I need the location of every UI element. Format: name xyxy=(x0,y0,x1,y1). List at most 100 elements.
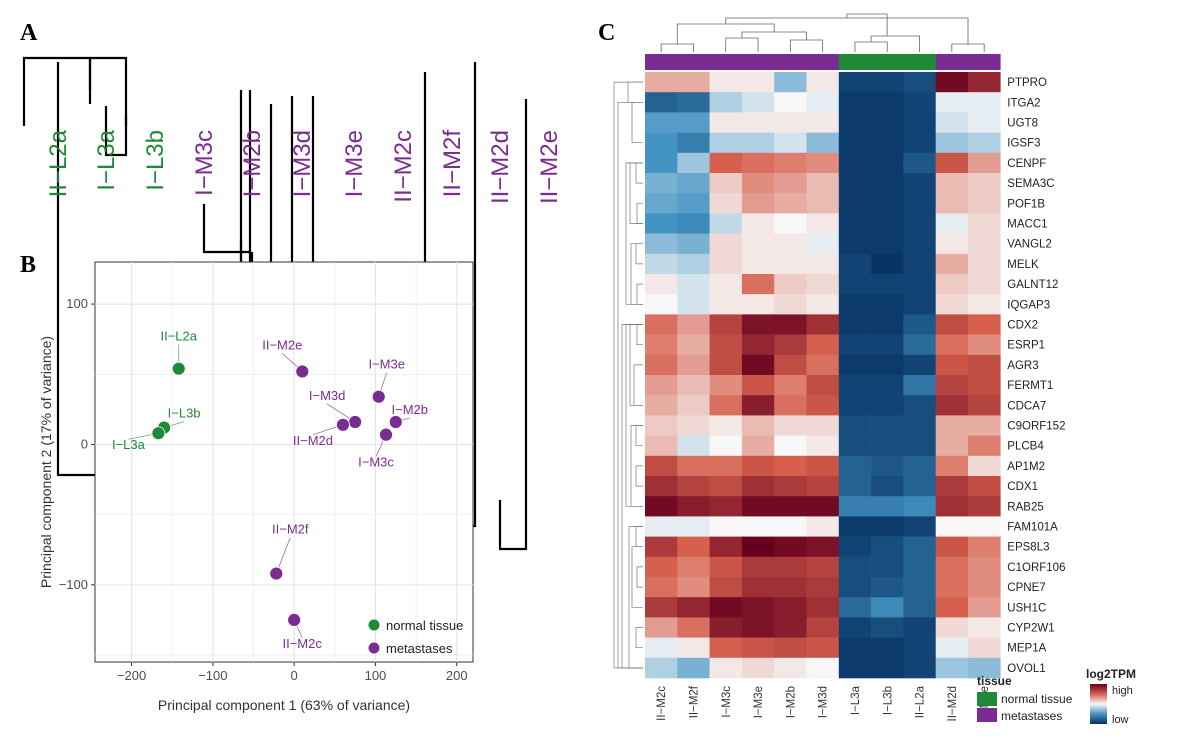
heatmap-cell xyxy=(774,233,807,255)
heatmap-cell xyxy=(935,395,969,416)
heatmap-cell xyxy=(709,415,743,436)
dendrogram-a-leaf-label: I−M3c xyxy=(191,130,218,196)
heatmap-cell xyxy=(709,132,743,154)
heatmap-cell xyxy=(645,597,678,618)
heatmap-cell xyxy=(709,496,743,517)
heatmap-cell xyxy=(935,173,969,194)
heatmap-annotation-cell xyxy=(806,54,840,70)
heatmap-cell xyxy=(871,435,904,457)
heatmap-cell xyxy=(774,435,807,457)
heatmap-cell xyxy=(774,516,807,537)
heatmap-cell xyxy=(806,253,840,275)
heatmap-cell xyxy=(968,637,1001,659)
heatmap-cell xyxy=(677,72,710,93)
heatmap-cell xyxy=(838,72,872,93)
heatmap-cell xyxy=(645,415,678,436)
heatmap-cell xyxy=(968,435,1001,457)
heatmap-cell xyxy=(806,435,840,457)
pca-point-label: II−M2c xyxy=(282,636,322,651)
heatmap-cell xyxy=(838,516,872,537)
heatmap-cell xyxy=(968,536,1001,558)
heatmap-cell xyxy=(709,455,743,477)
heatmap-cell xyxy=(709,637,743,659)
heatmap-cell xyxy=(677,375,710,396)
heatmap-cell xyxy=(838,233,872,255)
heatmap-cell xyxy=(806,72,840,93)
pca-points: II−L2a I−L3b I−L3a II−M2e I−M3e I−M3d II−M2d I−… xyxy=(112,329,428,651)
heatmap-column-dendrogram-link xyxy=(854,41,888,52)
pca-point xyxy=(388,415,403,429)
heatmap-row-label: CPNE7 xyxy=(1007,582,1045,594)
heatmap-cell xyxy=(741,213,775,234)
heatmap-row-dendrogram-link xyxy=(625,324,643,507)
heatmap-cell xyxy=(677,213,710,234)
heatmap-cell xyxy=(774,294,807,315)
heatmap-cell xyxy=(774,556,807,578)
heatmap-cell xyxy=(806,354,840,376)
heatmap-cell xyxy=(968,597,1001,618)
heatmap-cell xyxy=(871,213,904,234)
heatmap-row-dendrogram-link xyxy=(635,243,643,265)
heatmap-cell xyxy=(741,92,775,113)
heatmap-column-dendrogram-link xyxy=(846,13,888,36)
pca-point-label: II−M2e xyxy=(262,337,302,352)
heatmap-cell xyxy=(741,577,775,598)
heatmap-cell xyxy=(903,294,936,315)
heatmap-cell xyxy=(935,476,969,497)
heatmap-row-label: IQGAP3 xyxy=(1007,299,1050,311)
heatmap-cell xyxy=(774,455,807,477)
heatmap-cell xyxy=(838,173,872,194)
heatmap-cell xyxy=(903,375,936,396)
heatmap-cell xyxy=(871,132,904,154)
heatmap-cell xyxy=(645,395,678,416)
heatmap-row-label: FAM101A xyxy=(1007,522,1058,534)
heatmap-row-label: MEP1A xyxy=(1007,643,1046,655)
heatmap-cell xyxy=(903,617,936,638)
heatmap-cell xyxy=(677,152,710,174)
heatmap-cell xyxy=(806,395,840,416)
heatmap-cell xyxy=(677,597,710,618)
heatmap-cell xyxy=(806,233,840,255)
heatmap-cell xyxy=(709,354,743,376)
heatmap-cell xyxy=(903,415,936,436)
heatmap-cell xyxy=(838,92,872,113)
heatmap-cell xyxy=(968,395,1001,416)
heatmap-column-dendrogram-link xyxy=(725,17,969,44)
heatmap-cell xyxy=(677,193,710,214)
heatmap-cell xyxy=(903,112,936,133)
heatmap-cell xyxy=(935,354,969,376)
heatmap-cell xyxy=(838,193,872,214)
heatmap-cell xyxy=(838,112,872,133)
heatmap-cell xyxy=(806,617,840,638)
pca-legend-key-normal xyxy=(368,619,380,631)
heatmap-column-dendrogram-link xyxy=(725,37,759,52)
heatmap-row-label: CENPF xyxy=(1007,158,1046,170)
pca-point xyxy=(348,415,363,429)
heatmap-cell xyxy=(774,173,807,194)
heatmap-cell xyxy=(871,496,904,517)
heatmap-cell xyxy=(871,617,904,638)
heatmap-cell xyxy=(774,637,807,659)
heatmap-cell xyxy=(677,476,710,497)
heatmap-cell xyxy=(806,536,840,558)
heatmap-cell xyxy=(806,152,840,174)
panel-label-b: B xyxy=(20,252,36,278)
pca-point xyxy=(336,417,350,432)
heatmap-cell xyxy=(871,577,904,598)
heatmap-cell xyxy=(935,92,969,113)
heatmap-cell xyxy=(645,314,678,335)
heatmap-cell xyxy=(806,455,840,477)
heatmap-cell xyxy=(774,193,807,214)
heatmap-column-dendrogram-link xyxy=(741,31,807,40)
pca-point-label: I−L3a xyxy=(112,437,146,452)
pca-legend-label-metastases: metastases xyxy=(386,641,453,656)
heatmap-row-label: RAB25 xyxy=(1007,501,1043,513)
heatmap-cell xyxy=(838,637,872,659)
heatmap-cell xyxy=(741,556,775,578)
pca-x-tick-label: −100 xyxy=(198,668,227,683)
heatmap-row-dendrogram-link xyxy=(613,81,643,669)
heatmap-column-label: I−M2b xyxy=(785,686,797,718)
heatmap-cell xyxy=(871,72,904,93)
dendrogram-a-leaf-label: I−M3e xyxy=(341,130,368,197)
